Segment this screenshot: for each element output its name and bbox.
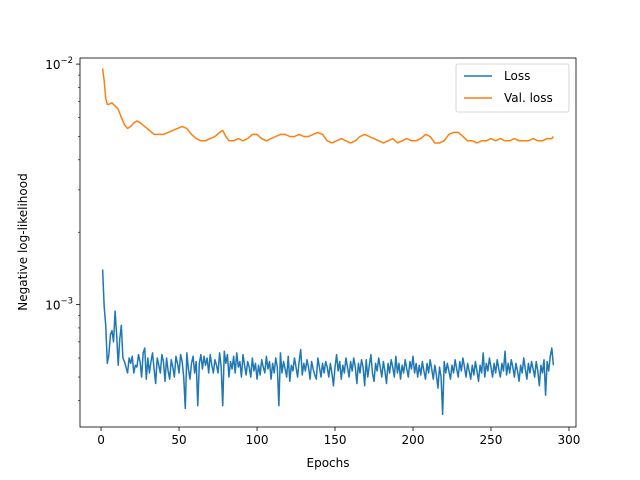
x-tick-label: 100 [246,433,269,447]
y-tick-label: 10−2 [45,56,73,72]
x-tick-label: 150 [324,433,347,447]
legend: Loss Val. loss [455,63,570,113]
series-layer [101,68,555,416]
x-tick-label: 50 [171,433,186,447]
legend-label-loss: Loss [504,69,530,83]
y-axis-label: Negative log-likelihood [16,173,30,310]
series-line-loss [101,269,555,416]
x-axis-label: Epochs [307,456,350,470]
x-tick-label: 200 [402,433,425,447]
series-line-val-loss [101,68,554,144]
x-tick-label: 250 [480,433,503,447]
y-axis: 10−3 10−2 [45,56,80,401]
x-axis: 0 50 100 150 200 250 300 [97,427,580,447]
legend-label-val-loss: Val. loss [504,91,553,105]
y-tick-label: 10−3 [45,297,73,313]
x-tick-label: 300 [558,433,581,447]
x-tick-label: 0 [97,433,105,447]
plot-frame [79,57,577,428]
